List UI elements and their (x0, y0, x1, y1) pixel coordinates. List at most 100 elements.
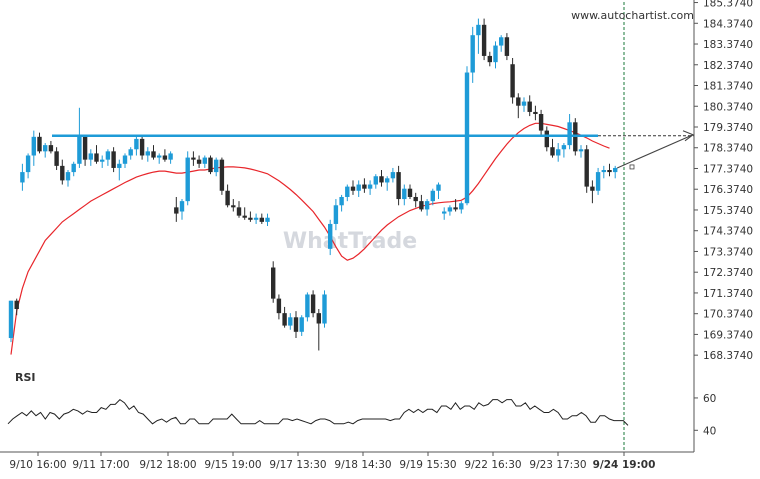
time-tick-label: 9/18 14:30 (334, 459, 391, 471)
candle-body (185, 157, 190, 202)
candle-body (94, 153, 99, 162)
candle-body (225, 190, 230, 206)
candle-body (436, 184, 441, 191)
candle-body (533, 111, 538, 115)
candle-body (322, 294, 327, 324)
candle-body (464, 72, 470, 204)
price-tick-label: 179.3740 (703, 122, 753, 134)
candle-body (402, 188, 407, 200)
candle-body (459, 203, 464, 210)
candle-body (407, 188, 413, 197)
price-tick-label: 178.3740 (703, 143, 753, 155)
candle-body (521, 101, 527, 106)
price-tick-label: 183.3740 (703, 39, 753, 51)
time-tick-label: 9/19 15:30 (399, 459, 456, 471)
candle-body (162, 155, 168, 160)
price-tick-label: 171.3740 (703, 288, 753, 300)
candle-body (447, 207, 453, 212)
candle-body (373, 176, 378, 185)
price-tick-label: 184.3740 (703, 18, 753, 30)
candle-body (316, 313, 321, 324)
candle-body (556, 149, 561, 156)
candle-body (60, 165, 65, 181)
candle-body (265, 217, 270, 222)
levels-group (52, 2, 695, 452)
candle-body (493, 45, 498, 63)
candle-body (174, 207, 179, 214)
candle-body (111, 151, 116, 168)
price-tick-label: 185.3740 (703, 0, 753, 10)
candle-body (385, 178, 390, 183)
rsi-line (7, 398, 629, 426)
candle-body (310, 294, 316, 314)
candle-body (527, 101, 532, 112)
candle-body (100, 159, 105, 162)
candle-body (48, 145, 54, 152)
candle-body (8, 300, 14, 339)
rsi-group: 60 40 (7, 393, 716, 437)
candle-body (134, 138, 139, 150)
candle-body (208, 157, 213, 173)
candle-body (419, 201, 424, 210)
candle-body (504, 37, 510, 56)
candle-body (390, 172, 396, 179)
time-tick-label: 9/15 19:00 (204, 459, 261, 471)
price-tick-label: 176.3740 (703, 184, 753, 196)
candle-body (442, 211, 447, 214)
candle-body (276, 298, 282, 314)
candle-body (191, 157, 196, 160)
price-tick-label: 182.3740 (703, 60, 753, 72)
time-tick-label: 9/22 16:30 (464, 459, 521, 471)
time-tick-label: 9/10 16:00 (9, 459, 66, 471)
candle-body (476, 24, 481, 36)
candle-body (339, 196, 344, 206)
candle-body (202, 157, 207, 164)
candle-body (510, 64, 515, 98)
price-tick-label: 174.3740 (703, 226, 753, 238)
candle-body (544, 130, 549, 148)
candle-body (567, 122, 572, 146)
candle-body (379, 176, 384, 183)
candle-body (481, 24, 487, 56)
price-tick-label: 168.3740 (703, 350, 753, 362)
price-tick-label: 170.3740 (703, 309, 753, 321)
candle-body (248, 217, 253, 220)
candle-body (345, 186, 350, 197)
candle-body (328, 223, 333, 249)
candle-body (139, 138, 145, 156)
whattrade-logo: WhatTrade (283, 229, 417, 254)
candle-body (362, 184, 367, 189)
candle-body (333, 205, 339, 224)
candle-body (259, 217, 264, 222)
candle-body (20, 172, 25, 183)
candle-body (179, 201, 185, 212)
candle-body (71, 163, 76, 173)
candle-body (607, 170, 612, 173)
candle-body (356, 184, 361, 191)
candle-body (117, 163, 122, 168)
candle-body (613, 167, 618, 173)
candle-body (242, 215, 247, 218)
price-tick-label: 173.3740 (703, 246, 753, 258)
candle-body (293, 317, 299, 332)
candle-body (413, 196, 418, 202)
candle-body (82, 136, 88, 160)
candle-body (516, 97, 521, 106)
candle-body (214, 159, 219, 173)
rsi-tick-label: 60 (703, 393, 716, 405)
time-tick-label: 9/17 13:30 (269, 459, 326, 471)
candle-body (271, 267, 276, 299)
time-tick-label: 9/11 17:00 (72, 459, 129, 471)
candle-body (25, 155, 31, 173)
candle-body (578, 149, 584, 152)
candle-body (470, 35, 475, 73)
last-price-marker (629, 164, 635, 170)
candle-body (299, 317, 304, 332)
candle-body (196, 159, 202, 164)
candle-body (236, 207, 242, 216)
candle-body (550, 147, 555, 156)
candle-body (595, 172, 601, 191)
price-tick-label: 181.3740 (703, 81, 753, 93)
candle-body (253, 217, 259, 220)
